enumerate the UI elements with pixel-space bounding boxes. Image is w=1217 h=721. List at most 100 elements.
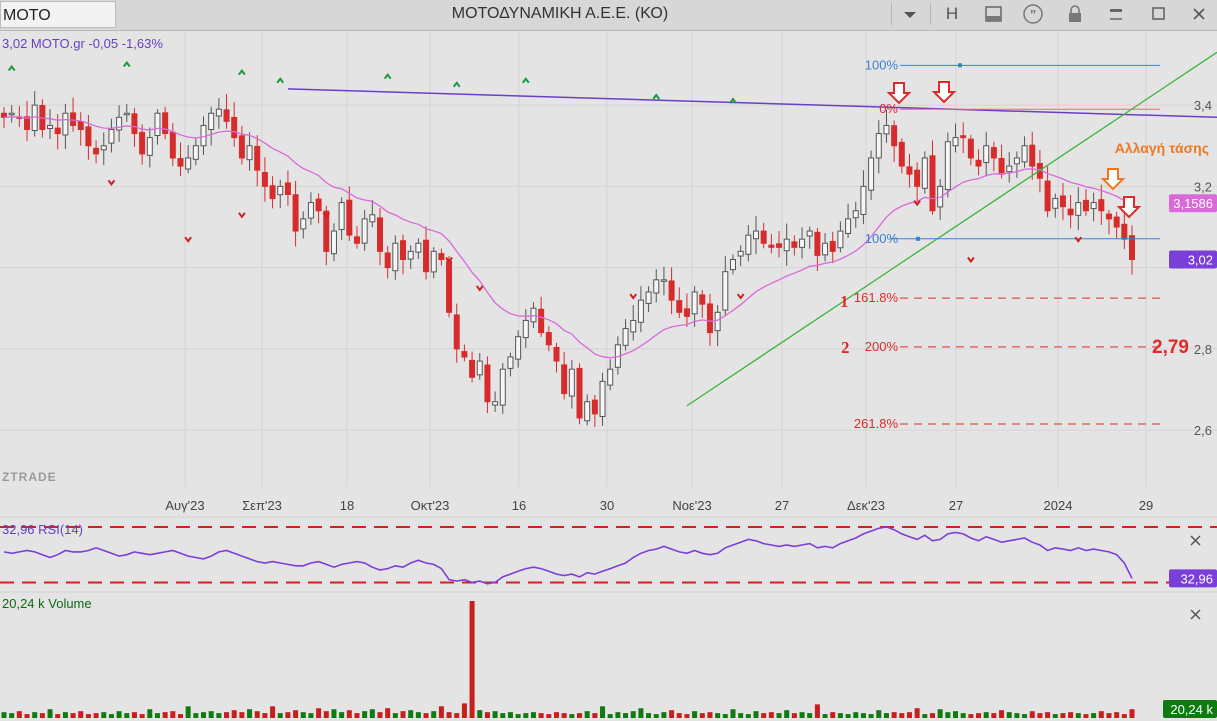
- volume-bar: [392, 713, 398, 718]
- volume-bar: [369, 709, 375, 718]
- annotation-arrow: [1116, 196, 1142, 219]
- y-tick-label: 3,2: [1194, 179, 1212, 194]
- candle-body: [269, 185, 276, 200]
- close-icon[interactable]: [1187, 3, 1211, 25]
- candle-body: [722, 271, 729, 311]
- volume-bar: [308, 713, 314, 718]
- annotation-arrow: [931, 81, 957, 104]
- candle-body: [576, 367, 583, 419]
- fib-level-label: 161.8%: [854, 290, 899, 305]
- volume-bar: [929, 713, 935, 718]
- volume-bar: [492, 711, 498, 718]
- volume-bar: [822, 714, 828, 718]
- volume-bar: [484, 712, 490, 718]
- candle-body: [185, 157, 192, 170]
- swing-low-marker: [736, 293, 745, 300]
- chevron-down-icon[interactable]: [898, 3, 922, 25]
- candle-body: [1044, 180, 1051, 212]
- candle-body: [77, 121, 84, 130]
- candle-body: [208, 112, 215, 130]
- volume-bar: [32, 712, 38, 718]
- swing-high-marker: [276, 77, 285, 84]
- volume-bar: [937, 709, 943, 718]
- candle-body: [430, 250, 437, 273]
- candle-body: [753, 230, 759, 240]
- volume-bar: [262, 713, 268, 718]
- candle-body: [760, 230, 767, 244]
- volume-bar: [224, 712, 230, 718]
- volume-bar: [208, 711, 214, 718]
- symbol-input[interactable]: MOTO: [0, 1, 116, 28]
- y-tick-label: 3,4: [1194, 98, 1212, 113]
- volume-bar: [277, 713, 283, 718]
- fib-level-label: 200%: [865, 339, 899, 354]
- candle-body: [845, 218, 852, 234]
- price-badge-label: 3,1586: [1173, 196, 1213, 211]
- volume-bar: [469, 601, 475, 718]
- volume-bar: [293, 710, 299, 718]
- swing-low-marker: [913, 200, 921, 207]
- candle-body: [668, 280, 675, 301]
- lock-icon[interactable]: [1063, 3, 1087, 25]
- volume-bar: [9, 713, 15, 718]
- volume-bar: [868, 714, 874, 718]
- candle-body: [852, 210, 859, 219]
- candle-body: [146, 137, 153, 156]
- candle-body: [231, 116, 238, 139]
- candle-body: [783, 238, 790, 252]
- volume-bar: [139, 714, 145, 718]
- volume-bar: [62, 712, 68, 718]
- volume-bar: [316, 708, 322, 718]
- minimize-icon[interactable]: [1104, 3, 1128, 25]
- swing-low-marker: [967, 256, 975, 264]
- maximize-icon[interactable]: [1146, 3, 1170, 25]
- x-tick-label: 27: [949, 498, 963, 513]
- candle-body: [906, 166, 913, 175]
- panel-icon[interactable]: [981, 3, 1005, 25]
- swing-high-marker: [238, 68, 246, 76]
- titlebar-separator: [930, 3, 931, 25]
- volume-bar: [408, 710, 414, 718]
- price-badge: [1169, 194, 1217, 213]
- volume-bar: [339, 712, 345, 718]
- volume-bar: [646, 713, 652, 718]
- quote-icon[interactable]: ”: [1021, 3, 1045, 25]
- volume-bar: [108, 714, 114, 718]
- candle-body: [545, 332, 552, 346]
- volume-bar: [154, 713, 160, 718]
- volume-bar: [1129, 709, 1135, 718]
- volume-bar: [362, 711, 368, 718]
- candle-body: [653, 279, 660, 294]
- candle-body: [599, 380, 606, 417]
- x-tick-label: 30: [600, 498, 614, 513]
- volume-badge-label: 20,24 k: [1170, 702, 1213, 717]
- candle-body: [330, 230, 337, 255]
- volume-bar: [454, 713, 460, 718]
- volume-bar: [991, 713, 997, 718]
- volume-bar: [331, 709, 337, 718]
- candle-body: [960, 135, 967, 139]
- x-tick-label: 16: [512, 498, 526, 513]
- volume-bar: [1052, 714, 1058, 718]
- candle-body: [1, 112, 7, 118]
- volume-bar: [177, 714, 183, 718]
- candle-body: [361, 218, 368, 244]
- volume-bar: [24, 714, 30, 718]
- volume-bar: [377, 712, 383, 718]
- volume-bar: [569, 714, 575, 718]
- volume-bar: [507, 712, 513, 718]
- volume-bar: [239, 712, 245, 718]
- fib-level-label: 0%: [879, 101, 898, 116]
- candle-body: [791, 241, 798, 248]
- volume-bar: [730, 709, 736, 718]
- close-icon: [1190, 609, 1201, 620]
- volume-bar: [914, 708, 920, 718]
- candle-body: [1067, 208, 1074, 216]
- volume-bar: [438, 706, 444, 718]
- volume-bar: [477, 710, 483, 718]
- swing-high-marker: [383, 73, 392, 80]
- h-button[interactable]: H: [945, 4, 959, 23]
- candle-body: [829, 240, 836, 252]
- candle-body: [415, 242, 422, 253]
